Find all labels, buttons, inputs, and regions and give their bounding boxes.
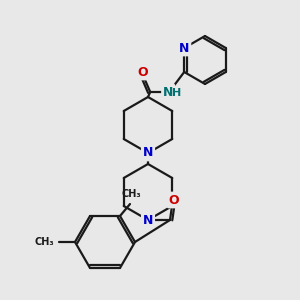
Text: CH₃: CH₃	[121, 189, 141, 199]
Text: N: N	[163, 85, 173, 98]
Text: H: H	[172, 88, 181, 98]
Text: N: N	[143, 146, 153, 160]
Text: O: O	[137, 65, 148, 79]
Text: N: N	[179, 41, 189, 55]
Text: N: N	[143, 214, 153, 226]
Text: CH₃: CH₃	[34, 237, 54, 247]
Text: O: O	[169, 194, 179, 206]
